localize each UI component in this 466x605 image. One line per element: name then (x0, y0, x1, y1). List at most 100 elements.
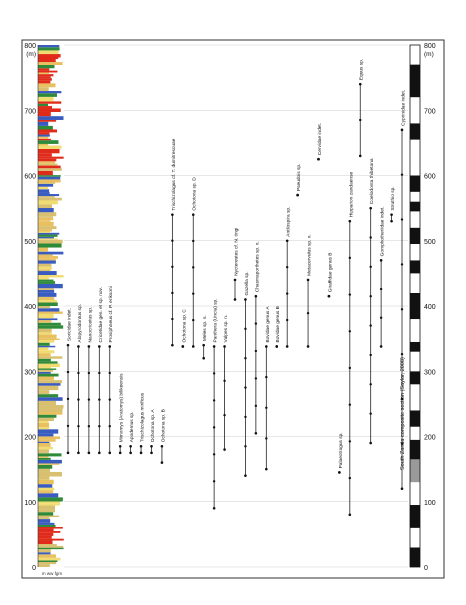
lithology-bed (38, 121, 49, 126)
lithology-bed (38, 138, 51, 141)
taxon-occurrence-point (400, 263, 404, 266)
polarity-zone (410, 227, 420, 245)
lithology-bed (38, 216, 53, 218)
taxon-occurrence-point (359, 118, 362, 122)
taxon-occurrence-point (98, 451, 101, 455)
lithology-bed (38, 449, 50, 452)
lithology-bed (38, 522, 55, 525)
taxon-occurrence-point (244, 474, 247, 477)
lithology-bed (38, 221, 54, 227)
lithology-bed (38, 140, 59, 144)
polarity-zone (410, 244, 420, 261)
taxon-occurrence-point (400, 218, 404, 221)
lithology-bed (38, 111, 51, 117)
lithology-bed (38, 50, 59, 55)
lithology-bed (38, 136, 49, 139)
taxon-occurrence-point (400, 397, 404, 401)
polarity-zone (410, 45, 420, 65)
lithology-bed (38, 422, 50, 428)
polarity-zone (410, 527, 420, 548)
lithology-bed (38, 532, 54, 536)
taxon-occurrence-point (77, 398, 80, 401)
lithology-bed (38, 363, 60, 368)
taxon-occurrence-point (191, 213, 195, 216)
lithology-bed (38, 373, 59, 377)
taxon-occurrence-point (254, 404, 258, 408)
taxon-occurrence-point (369, 206, 372, 210)
taxon-occurrence-point (254, 349, 258, 353)
lithology-bed (38, 487, 55, 491)
lithology-bed (38, 83, 56, 88)
taxon-occurrence-point (192, 292, 195, 295)
taxon-occurrence-point (254, 431, 258, 435)
taxon-occurrence-point (77, 451, 80, 455)
lithology-bed (38, 554, 56, 558)
lithology-bed (38, 414, 57, 418)
lithology-bed (38, 80, 51, 84)
lithology-bed (38, 371, 51, 374)
taxon-occurrence-point (108, 371, 111, 375)
lithology-bed (38, 226, 57, 230)
lithology-bed (38, 192, 50, 195)
lithology-bed (38, 376, 54, 381)
lithology-bed (38, 143, 49, 146)
lithology-caption: m ww fgm (42, 571, 63, 576)
lithology-bed (38, 490, 54, 494)
taxon-occurrence-point (87, 425, 91, 428)
lithology-bed (38, 217, 54, 221)
lithology-bed (38, 260, 56, 264)
lithology-bed (38, 238, 58, 240)
lithology-bed (38, 106, 52, 109)
left-tick-label: 300 (24, 369, 36, 376)
taxon-occurrence-point (285, 239, 289, 243)
lithology-bed (38, 322, 61, 326)
lithology-bed (38, 148, 60, 154)
taxon-label: Ochotona sp. C (181, 309, 187, 343)
lithology-bed (38, 212, 57, 217)
taxon-occurrence-point (285, 292, 289, 295)
taxon-occurrence-point (306, 311, 310, 315)
lithology-bed (38, 501, 61, 504)
lithology-bed (38, 189, 50, 193)
lithology-bed (38, 289, 55, 293)
taxon-occurrence-point (400, 352, 404, 356)
lithology-bed (38, 288, 55, 290)
lithology-bed (38, 479, 54, 485)
lithology-bed (38, 318, 58, 321)
taxon-occurrence-point (390, 213, 393, 216)
lithology-bed (38, 283, 63, 289)
lithology-bed (38, 369, 54, 372)
left-tick-label: 600 (24, 174, 36, 181)
left-tick-label: 200 (24, 435, 36, 442)
lithology-bed (38, 358, 51, 362)
taxon-occurrence-point (171, 317, 174, 321)
lithology-bed (38, 78, 52, 81)
lithology-bed (38, 456, 49, 458)
lithology-bed (38, 524, 56, 528)
taxon-occurrence-point (98, 371, 101, 375)
taxon-occurrence-point (379, 259, 383, 262)
taxon-label: Ochotona sp. B (160, 409, 166, 442)
taxon-occurrence-point (66, 451, 70, 455)
taxon-occurrence-point (306, 278, 310, 282)
lithology-bed (38, 442, 51, 447)
lithology-bed (38, 271, 57, 276)
taxon-occurrence-point (379, 345, 383, 348)
lithology-bed (38, 446, 53, 450)
lithology-bed (38, 200, 58, 205)
lithology-bed (38, 552, 51, 555)
taxon-label: Nyctereutes cf. N. tingi (234, 228, 240, 276)
taxon-occurrence-point (192, 318, 195, 322)
lithology-bed (38, 308, 60, 312)
lithology-bed (38, 236, 54, 239)
taxon-occurrence-point (66, 370, 70, 374)
lithology-bed (38, 427, 50, 430)
lithology-bed (38, 251, 64, 255)
polarity-column-frame (409, 44, 421, 568)
taxon-occurrence-point (348, 440, 352, 443)
polarity-zone (410, 139, 420, 176)
lithology-bed (38, 194, 60, 197)
taxon-occurrence-point (244, 415, 247, 419)
lithology-bed (38, 103, 49, 107)
